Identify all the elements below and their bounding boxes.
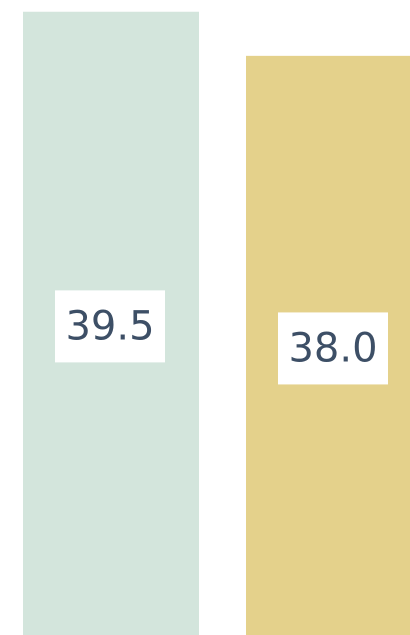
value-label-box bbox=[278, 312, 388, 385]
value-label: 39.5 bbox=[65, 303, 154, 349]
value-label-box bbox=[55, 290, 165, 363]
value-label: 38.0 bbox=[288, 325, 377, 371]
